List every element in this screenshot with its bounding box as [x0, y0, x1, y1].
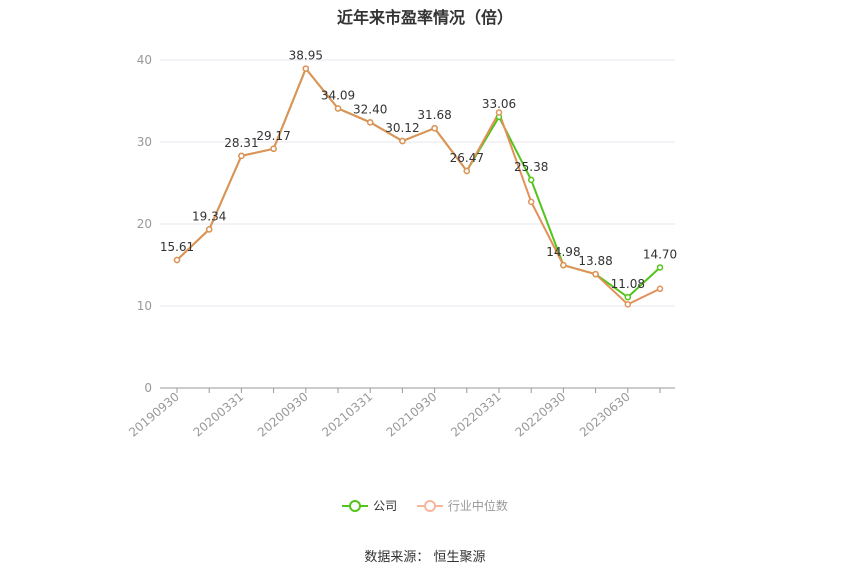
x-tick-label: 20220930	[513, 390, 569, 440]
data-point-company	[656, 264, 664, 271]
legend-company-label: 公司	[373, 499, 398, 513]
data-point-industry-median	[624, 301, 632, 308]
series-line-industry-median	[176, 66, 661, 306]
data-label-company: 25.38	[514, 160, 548, 174]
y-tick-label: 20	[137, 217, 152, 231]
x-tick-label: 20220331	[448, 390, 504, 440]
data-label-company: 13.88	[578, 254, 612, 268]
data-label-company: 34.09	[321, 88, 355, 102]
data-label-company: 15.61	[160, 240, 194, 254]
data-point-industry-median	[334, 105, 342, 112]
data-point-company	[624, 293, 632, 301]
legend-company-swatch-icon	[342, 499, 369, 513]
x-tick-label: 20190930	[126, 390, 182, 440]
data-point-industry-median	[238, 152, 245, 160]
x-tick-label: 20200930	[255, 390, 311, 440]
data-label-company: 28.31	[224, 136, 258, 150]
data-point-industry-median	[366, 119, 374, 126]
x-tick-label: 20210930	[384, 390, 440, 440]
y-tick-label: 10	[137, 299, 152, 313]
legend-item-company[interactable]: 公司	[342, 497, 397, 514]
x-tick-label: 20230630	[577, 390, 633, 440]
legend-industry-swatch-icon	[416, 499, 443, 513]
data-point-industry-median	[431, 124, 438, 132]
data-point-industry-median	[495, 109, 503, 116]
data-point-industry-median	[173, 256, 181, 264]
data-point-company	[527, 176, 535, 184]
legend: 公司 行业中位数	[0, 497, 850, 516]
data-label-company: 14.98	[546, 245, 580, 259]
data-point-industry-median	[592, 270, 599, 278]
data-point-industry-median	[302, 65, 310, 72]
data-label-company: 31.68	[417, 108, 451, 122]
data-label-company: 26.47	[450, 151, 484, 165]
data-label-company: 19.34	[192, 209, 226, 223]
x-tick-label: 20200331	[191, 390, 247, 440]
data-point-industry-median	[463, 167, 471, 175]
data-label-company: 33.06	[482, 97, 516, 111]
y-tick-label: 30	[137, 135, 152, 149]
data-point-industry-median	[205, 226, 213, 233]
chart-title: 近年来市盈率情况（倍）	[336, 8, 513, 27]
legend-industry-label: 行业中位数	[447, 499, 508, 513]
data-point-industry-median	[527, 198, 535, 206]
data-point-industry-median	[399, 137, 406, 145]
x-tick-label: 20210331	[319, 390, 375, 440]
data-label-company: 11.08	[611, 277, 645, 291]
data-point-industry-median	[656, 285, 664, 293]
data-point-industry-median	[560, 261, 567, 269]
y-tick-label: 40	[137, 53, 152, 67]
legend-item-industry-median[interactable]: 行业中位数	[416, 497, 508, 514]
y-tick-label: 0	[144, 381, 152, 395]
data-label-company: 32.40	[353, 102, 387, 116]
data-label-company: 29.17	[256, 129, 290, 143]
data-label-company: 30.12	[385, 121, 419, 135]
data-point-industry-median	[270, 145, 277, 153]
data-label-company: 38.95	[289, 49, 323, 63]
data-label-company: 14.70	[643, 247, 677, 261]
data-source: 数据来源： 恒生聚源	[364, 550, 486, 565]
